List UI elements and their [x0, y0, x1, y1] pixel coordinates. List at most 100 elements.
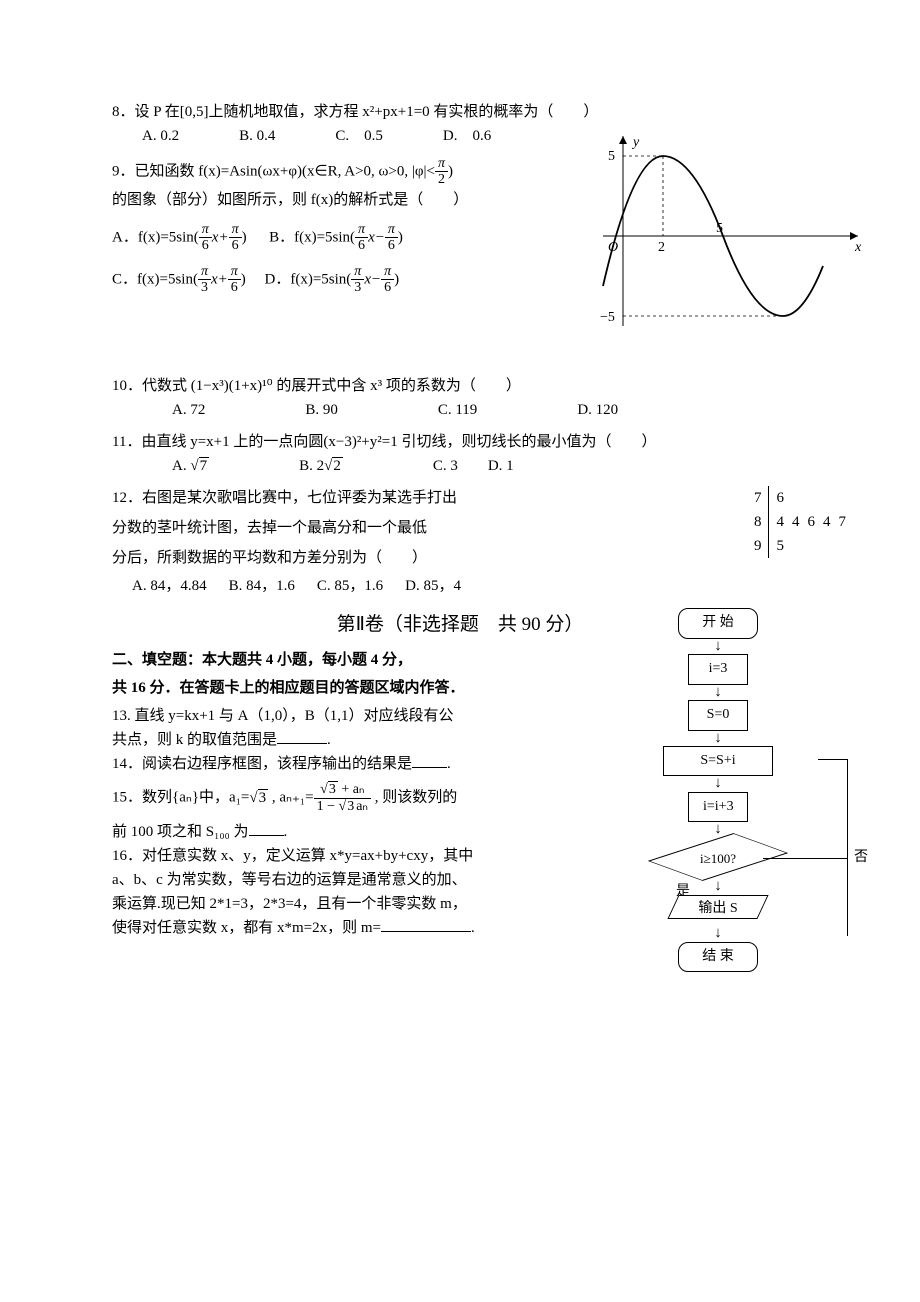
fn: π: [199, 222, 212, 238]
q11-c: C. 3: [433, 454, 458, 478]
dpp: aₙ: [356, 799, 368, 814]
q9-line2: 的图象（部分）如图所示，则 f(x)的解析式是（ ）: [112, 188, 512, 212]
q16-l3: 乘运算.现已知 2*1=3，2*3=4，且有一个非零实数 m，: [112, 892, 542, 916]
q12-d: D. 85，4: [405, 574, 461, 598]
fc-cond-text: i≥100?: [618, 849, 818, 870]
svg-text:5: 5: [608, 149, 615, 164]
arrow-icon: ↓: [618, 732, 818, 746]
stem-2: 9: [750, 534, 768, 558]
xp: x+: [212, 229, 229, 245]
q9-row2: C．f(x)=5sin(π3x+π6) D．f(x)=5sin(π3x−π6): [112, 264, 512, 296]
q9-a-pre: A．f(x)=5sin(: [112, 229, 199, 245]
q10-a: A. 72: [172, 398, 205, 422]
q8-opt-d: D. 0.6: [443, 124, 491, 148]
q10-text: 10．代数式 (1−x³)(1+x)¹⁰ 的展开式中含 x³ 项的系数为（ ）: [112, 374, 808, 398]
blank: [381, 917, 471, 932]
leaf-1: 44647: [768, 510, 858, 534]
q12-l2: 分数的茎叶统计图，去掉一个最高分和一个最低: [112, 516, 542, 540]
question-13: 13. 直线 y=kx+1 与 A（1,0），B（1,1）对应线段有公 共点，则…: [112, 704, 542, 752]
fd: 6: [199, 238, 212, 253]
q16-l1: 16．对任意实数 x、y，定义运算 x*y=ax+by+cxy，其中: [112, 844, 542, 868]
question-16: 16．对任意实数 x、y，定义运算 x*y=ax+by+cxy，其中 a、b、c…: [112, 844, 542, 940]
q9-line1-post: ): [448, 163, 453, 179]
fn7: π: [351, 264, 364, 280]
q9-a-post: ): [242, 229, 247, 245]
frac-num: π: [435, 156, 448, 172]
fn5: π: [198, 264, 211, 280]
q12-l3: 分后，所剩数据的平均数和方差分别为（ ）: [112, 546, 542, 570]
sine-graph: y x O 5 −5 2 5: [578, 126, 868, 354]
q10-d: D. 120: [577, 398, 618, 422]
leaf-0: 6: [768, 486, 858, 510]
arrow-icon: ↓: [618, 880, 818, 894]
svg-text:−5: −5: [600, 310, 615, 325]
q16-l2: a、b、c 为常实数，等号右边的运算是通常意义的加、: [112, 868, 542, 892]
q13-l2-pre: 共点，则 k 的取值范围是: [112, 732, 277, 748]
q9-d-pre: D．f(x)=5sin(: [265, 271, 352, 287]
np: + aₙ: [338, 782, 365, 797]
q9-c-pre: C．f(x)=5sin(: [112, 271, 198, 287]
blank: [249, 821, 284, 836]
q15-l2-post: .: [284, 824, 288, 840]
fc-ii3: i=i+3: [688, 792, 748, 822]
fc-cond-wrap: i≥100? 是 否: [618, 839, 818, 879]
ds: 3: [346, 798, 356, 814]
sec2-sub1: 二、填空题：本大题共 4 小题，每小题 4 分，: [112, 648, 542, 672]
fn2: π: [229, 222, 242, 238]
q12-c: C. 85，1.6: [317, 574, 383, 598]
xm2: x−: [364, 271, 381, 287]
question-14: 14．阅读右边程序框图，该程序输出的结果是.: [112, 752, 542, 776]
q15-tail: , 则该数列的: [371, 790, 457, 806]
fc-end: 结 束: [678, 942, 758, 972]
q15-a1: 3: [258, 789, 269, 806]
stem-leaf-plot: 76 844647 95: [750, 486, 858, 558]
q13-l1: 13. 直线 y=kx+1 与 A（1,0），B（1,1）对应线段有公: [112, 708, 454, 724]
fn6: π: [228, 264, 241, 280]
q12-options: A. 84，4.84 B. 84，1.6 C. 85，1.6 D. 85，4: [132, 574, 808, 598]
fn4: π: [385, 222, 398, 238]
q11-b-val: 2: [332, 457, 343, 474]
q11-a-val: 7: [199, 457, 210, 474]
arrow-icon: ↓: [618, 927, 818, 941]
fd4: 6: [385, 238, 398, 253]
fc-ssi: S=S+i: [663, 746, 773, 776]
sec2-sub2: 共 16 分．在答题卡上的相应题目的答题区域内作答．: [112, 676, 542, 700]
loop-line-right: [763, 858, 848, 859]
q9-line1-pre: 9．已知函数 f(x)=Asin(ωx+φ)(x∈R, A>0, ω>0, |φ…: [112, 163, 435, 179]
fd3: 6: [355, 238, 368, 253]
arrow-icon: ↓: [618, 777, 818, 791]
fc-i3: i=3: [688, 654, 748, 684]
arrow-icon: ↓: [618, 823, 818, 837]
svg-text:2: 2: [658, 240, 665, 255]
question-11: 11．由直线 y=x+1 上的一点向圆(x−3)²+y²=1 引切线，则切线长的…: [112, 430, 808, 478]
q9-row1: A．f(x)=5sin(π6x+π6) B．f(x)=5sin(π6x−π6): [112, 222, 512, 254]
fc-out-text: 输出 S: [618, 898, 818, 920]
q15-mid: , aₙ₊₁=: [268, 790, 314, 806]
fc-out-wrap: 输出 S: [618, 895, 818, 925]
q11-d: D. 1: [488, 454, 514, 478]
arrow-icon: ↓: [618, 640, 818, 654]
q8-opt-a: A. 0.2: [142, 124, 179, 148]
fc-start: 开 始: [678, 608, 758, 638]
fd7: 3: [351, 280, 364, 295]
section2-body: 开 始 ↓ i=3 ↓ S=0 ↓ S=S+i ↓ i=i+3 ↓ i≥100?…: [112, 648, 808, 940]
fc-s0: S=0: [688, 700, 748, 730]
q9-c-post: ): [241, 271, 246, 287]
svg-text:y: y: [631, 135, 640, 150]
blank: [412, 753, 447, 768]
svg-text:5: 5: [716, 221, 723, 236]
q11-text: 11．由直线 y=x+1 上的一点向圆(x−3)²+y²=1 引切线，则切线长的…: [112, 430, 808, 454]
q13-l2-post: .: [327, 732, 331, 748]
fn3: π: [355, 222, 368, 238]
q9-d-post: ): [394, 271, 399, 287]
q16-l4-pre: 使得对任意实数 x，都有 x*m=2x，则 m=: [112, 920, 381, 936]
q14-pre: 14．阅读右边程序框图，该程序输出的结果是: [112, 756, 412, 772]
q11-a: A. 7: [172, 454, 209, 478]
svg-text:x: x: [854, 240, 862, 255]
q11-a-pre: A.: [172, 458, 190, 474]
q15-l2-pre: 前 100 项之和 S₁₀₀ 为: [112, 824, 249, 840]
fc-no: 否: [854, 847, 868, 869]
q8-opt-c: C. 0.5: [335, 124, 383, 148]
xp2: x+: [211, 271, 228, 287]
frac-den: 2: [435, 172, 448, 187]
